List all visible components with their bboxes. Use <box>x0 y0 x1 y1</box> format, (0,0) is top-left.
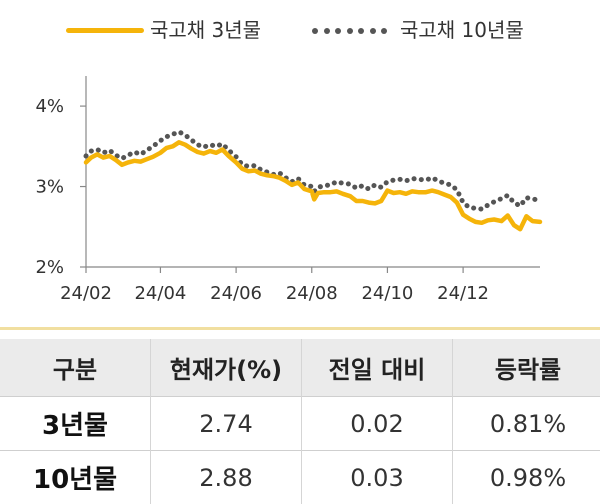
legend-label-10y: 국고채 10년물 <box>400 18 524 42</box>
legend-dot <box>323 28 330 34</box>
row-label-3y: 3년물 <box>0 396 151 451</box>
x-tick-label: 24/02 <box>60 283 112 304</box>
cell-day-change: 0.02 <box>301 396 453 451</box>
legend-swatch-3y <box>66 28 144 33</box>
cell-change-rate: 0.81% <box>452 396 600 451</box>
x-tick-label: 24/06 <box>210 283 262 304</box>
yield-summary-table: 구분 현재가(%) 전일 대비 등락률 3년물 2.74 0.02 0.81% … <box>0 339 600 504</box>
table-row: 10년물 2.88 0.03 0.98% <box>0 450 600 504</box>
header-day-change: 전일 대비 <box>301 339 453 397</box>
series-line-10y <box>83 129 543 212</box>
y-tick-label: 4% <box>35 96 64 117</box>
table-row: 3년물 2.74 0.02 0.81% <box>0 396 600 451</box>
x-tick-label: 24/10 <box>361 283 413 304</box>
header-current-price: 현재가(%) <box>150 339 302 397</box>
chart-legend: 국고채 3년물 국고채 10년물 <box>0 0 600 60</box>
legend-dot <box>312 28 318 34</box>
section-divider <box>0 327 600 330</box>
x-tick-label: 24/04 <box>134 283 186 304</box>
legend-dot <box>335 28 341 34</box>
y-tick-label: 3% <box>35 177 64 198</box>
header-category: 구분 <box>0 339 151 397</box>
cell-change-rate: 0.98% <box>452 450 600 504</box>
cell-current-price: 2.74 <box>150 396 302 451</box>
header-change-rate: 등락률 <box>452 339 600 397</box>
legend-dot <box>346 28 353 34</box>
legend-dot <box>358 28 364 34</box>
x-tick-label: 24/08 <box>286 283 338 304</box>
x-tick-label: 24/12 <box>437 283 489 304</box>
series-line-3y <box>83 140 543 232</box>
cell-day-change: 0.03 <box>301 450 453 504</box>
legend-dot <box>369 28 376 34</box>
legend-swatch-10y <box>312 28 388 34</box>
cell-current-price: 2.88 <box>150 450 302 504</box>
y-tick-label: 2% <box>35 257 64 278</box>
table-header-row: 구분 현재가(%) 전일 대비 등락률 <box>0 339 600 397</box>
row-label-10y: 10년물 <box>0 450 151 504</box>
yield-line-chart: 2% 3% 4% 24/02 24/04 24/06 24/08 24/10 24/12 <box>35 76 543 304</box>
legend-label-3y: 국고채 3년물 <box>150 18 262 42</box>
legend-dot <box>381 28 387 34</box>
